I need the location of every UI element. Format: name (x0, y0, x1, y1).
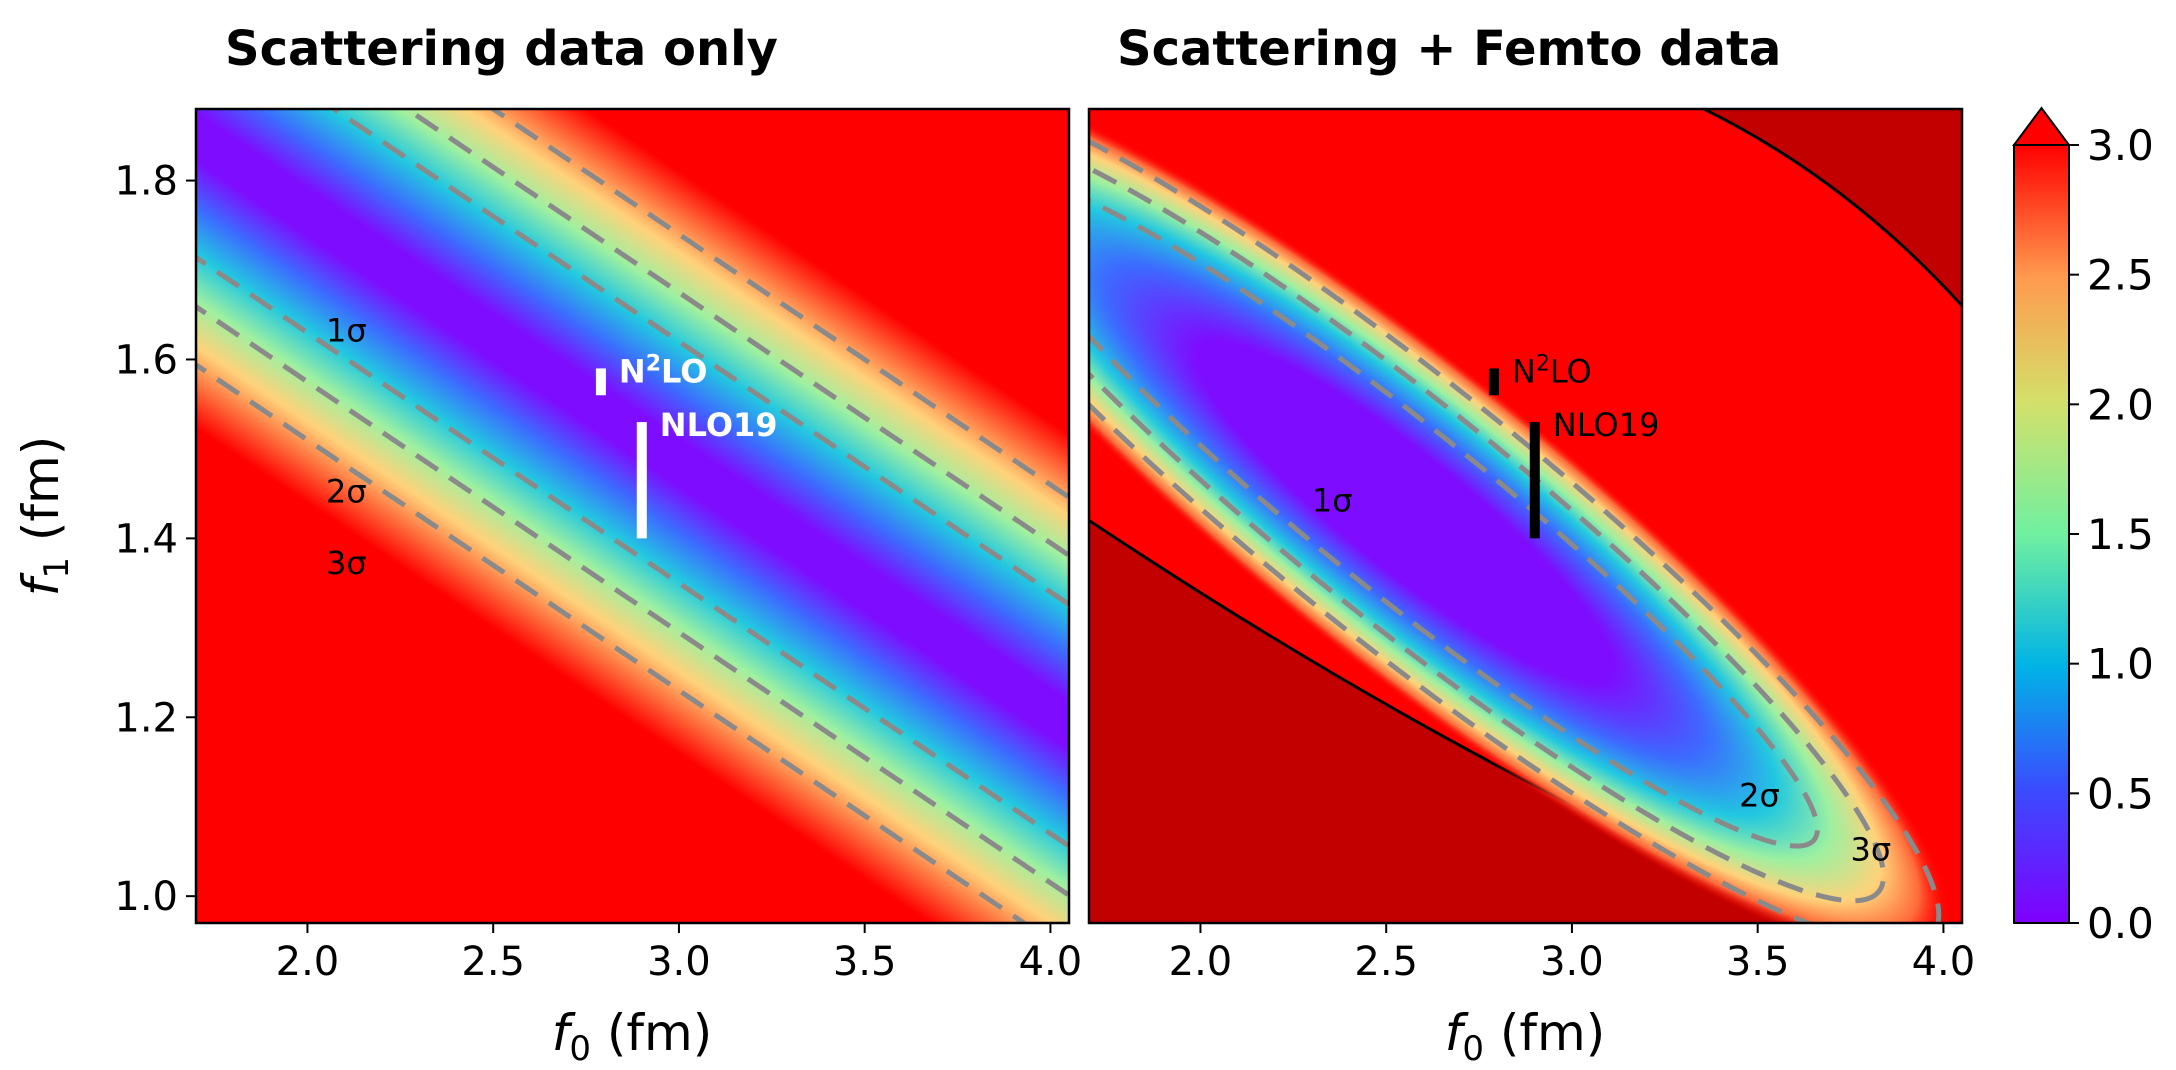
left-y-ticks: 1.0 1.2 1.4 1.6 1.8 (114, 159, 196, 920)
left-x-ticks: 2.0 2.5 3.0 3.5 4.0 (276, 923, 1083, 985)
right-sigma-labels: 1σ 2σ 3σ (1312, 482, 1891, 869)
x-tick-label: 3.5 (833, 939, 897, 985)
sigma-label: 2σ (1739, 777, 1780, 815)
right-x-axis-label: f0 (fm) (1445, 1004, 1605, 1069)
sigma-label: 2σ (326, 473, 367, 511)
contour-line-1sigma (196, 254, 1069, 850)
x-tick-label: 4.0 (1019, 939, 1083, 985)
right-plot-area (1089, 109, 1962, 923)
contour-line-1sigma (329, 109, 1069, 608)
contour-ellipse-3sigma (1089, 109, 1942, 923)
marker-label: NLO19 (660, 406, 778, 444)
y-tick-label: 1.0 (114, 874, 178, 920)
contour-ellipse-2sigma (1089, 119, 1887, 904)
contour-ellipse-1sigma (1089, 174, 1820, 849)
marker-bar (1488, 368, 1499, 396)
colorbar-tick-label: 1.5 (2087, 510, 2154, 559)
left-contours (196, 109, 1069, 923)
sigma-label: 3σ (326, 544, 367, 582)
x-tick-label: 2.5 (1354, 939, 1418, 985)
marker-label: NLO19 (1553, 406, 1660, 444)
colorbar-tick-label: 0.0 (2087, 899, 2154, 948)
y-tick-label: 1.4 (114, 516, 178, 562)
right-valley (1089, 109, 1952, 923)
left-markers: N2LO NLO19 (595, 351, 778, 539)
right-panel-title: Scattering + Femto data (1117, 21, 1781, 77)
left-panel-title: Scattering data only (225, 21, 778, 77)
colorbar-tick-label: 2.0 (2087, 380, 2154, 429)
valley-ellipse (1089, 109, 1952, 923)
marker-bar (1529, 422, 1540, 539)
x-tick-label: 2.5 (461, 939, 525, 985)
contour-line-2sigma (402, 109, 1069, 559)
y-tick-label: 1.8 (114, 159, 178, 205)
left-x-axis-label: f0 (fm) (552, 1004, 712, 1069)
colorbar-tick-label: 1.0 (2087, 640, 2154, 689)
right-frame (1087, 107, 1964, 925)
right-markers: N2LO NLO19 (1488, 351, 1660, 539)
contour-line-3sigma (488, 109, 1069, 501)
x-tick-label: 3.0 (1540, 939, 1604, 985)
colorbar-ticks: 0.0 0.5 1.0 1.5 2.0 2.5 3.0 (2069, 121, 2154, 948)
colorbar-tick-label: 3.0 (2087, 121, 2154, 170)
contour-line-3sigma (196, 361, 1029, 923)
right-contours (1089, 109, 1942, 923)
x-tick-label: 3.5 (1726, 939, 1790, 985)
marker-bar (595, 368, 606, 396)
colorbar-extend-arrow (2012, 106, 2071, 146)
x-tick-label: 2.0 (1169, 939, 1233, 985)
contour-line-2sigma (196, 303, 1069, 899)
right-x-ticks: 2.0 2.5 3.0 3.5 4.0 (1169, 923, 1976, 985)
y-tick-label: 1.2 (114, 695, 178, 741)
x-tick-label: 4.0 (1912, 939, 1976, 985)
left-frame (194, 107, 1071, 925)
marker-label: N2LO (1512, 351, 1592, 390)
left-y-axis-label: f1 (fm) (12, 436, 77, 596)
colorbar-tick-label: 0.5 (2087, 769, 2154, 818)
sigma-label: 1σ (326, 312, 367, 350)
x-tick-label: 3.0 (647, 939, 711, 985)
left-sigma-labels: 1σ 2σ 3σ (326, 312, 367, 583)
y-tick-label: 1.6 (114, 337, 178, 383)
marker-label: N2LO (619, 351, 708, 390)
sigma-label: 1σ (1312, 482, 1353, 520)
colorbar-tick-label: 2.5 (2087, 251, 2154, 300)
marker-bar (636, 422, 647, 539)
x-tick-label: 2.0 (276, 939, 340, 985)
colorbar (2013, 144, 2070, 924)
sigma-label: 3σ (1851, 830, 1892, 868)
